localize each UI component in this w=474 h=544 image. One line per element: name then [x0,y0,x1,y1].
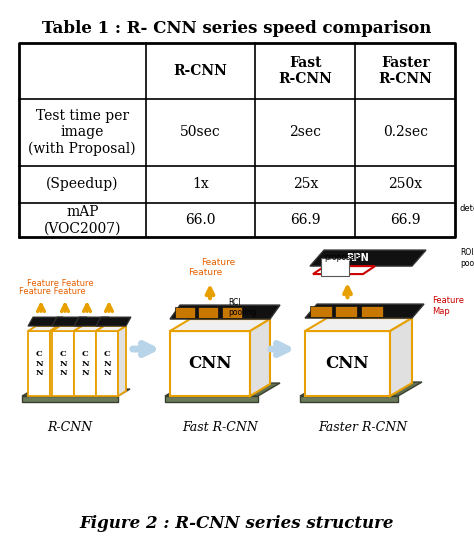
Polygon shape [170,319,270,331]
Polygon shape [28,317,63,326]
Bar [350,203,368,215]
Text: 66.9: 66.9 [290,213,320,227]
Polygon shape [96,326,104,396]
Text: CNN: CNN [326,355,369,372]
Polygon shape [165,383,280,396]
Polygon shape [118,326,126,396]
Text: R-CNN: R-CNN [47,421,92,434]
Polygon shape [22,389,130,396]
Text: mAP
(VOC2007): mAP (VOC2007) [44,205,121,235]
Text: Fast
R-CNN: Fast R-CNN [278,56,332,86]
Polygon shape [28,331,50,396]
Text: C
N
N: C N N [59,350,67,377]
Polygon shape [52,326,82,331]
Text: 2sec: 2sec [289,125,321,139]
Polygon shape [74,326,82,396]
Polygon shape [305,318,412,331]
Polygon shape [310,250,426,266]
Polygon shape [52,317,87,326]
Bar [175,307,195,318]
Text: 66.9: 66.9 [390,213,420,227]
Bar [222,307,242,318]
Polygon shape [250,319,270,396]
Polygon shape [390,318,412,396]
Text: RCI
pooling: RCI pooling [228,298,256,317]
Polygon shape [74,331,96,396]
Text: detector: detector [460,203,474,213]
Polygon shape [50,326,58,396]
Text: proposals: proposals [324,253,362,262]
Text: Feature Feature: Feature Feature [18,287,85,296]
Text: (Speedup): (Speedup) [46,177,118,191]
Text: Faster
R-CNN: Faster R-CNN [378,56,432,86]
Text: 66.0: 66.0 [185,213,216,227]
Bar [370,203,388,215]
Text: 25x: 25x [292,177,318,191]
Text: C
N
N: C N N [103,350,111,377]
Text: Feature: Feature [188,268,222,277]
Text: ROI
pooling: ROI pooling [460,249,474,268]
Text: RPN: RPN [346,253,369,263]
Bar [335,306,357,317]
Text: 1x: 1x [192,177,209,191]
Polygon shape [305,331,390,396]
Polygon shape [313,266,375,274]
Text: Test time per
image
(with Proposal): Test time per image (with Proposal) [28,109,136,156]
Text: 250x: 250x [388,177,422,191]
Text: Fast R-CNN: Fast R-CNN [182,421,258,434]
Polygon shape [96,326,126,331]
Bar [310,306,332,317]
Polygon shape [165,396,258,402]
Polygon shape [345,200,441,216]
Polygon shape [300,382,422,396]
Text: Figure 2 : R-CNN series structure: Figure 2 : R-CNN series structure [80,515,394,532]
Text: 0.2sec: 0.2sec [383,125,428,139]
Text: Table 1 : R- CNN series speed comparison: Table 1 : R- CNN series speed comparison [42,20,432,37]
Bar [321,258,349,276]
Text: 50sec: 50sec [180,125,221,139]
Polygon shape [96,317,131,326]
Bar [198,307,218,318]
Polygon shape [28,326,58,331]
Text: CNN: CNN [188,355,232,372]
Polygon shape [96,331,118,396]
Text: Feature Feature: Feature Feature [27,279,93,288]
Polygon shape [170,305,280,319]
Text: R-CNN: R-CNN [173,64,228,78]
Polygon shape [170,331,250,396]
Text: Feature
Map: Feature Map [432,296,464,316]
Text: Faster R-CNN: Faster R-CNN [318,421,407,434]
Text: Feature: Feature [201,258,235,267]
Polygon shape [22,396,118,402]
Polygon shape [52,331,74,396]
Bar [361,306,383,317]
Polygon shape [74,317,109,326]
Text: C
N
N: C N N [35,350,43,377]
Bar [390,203,408,215]
Text: C
N
N: C N N [81,350,89,377]
Polygon shape [300,396,398,402]
Polygon shape [74,326,104,331]
Polygon shape [305,304,424,318]
